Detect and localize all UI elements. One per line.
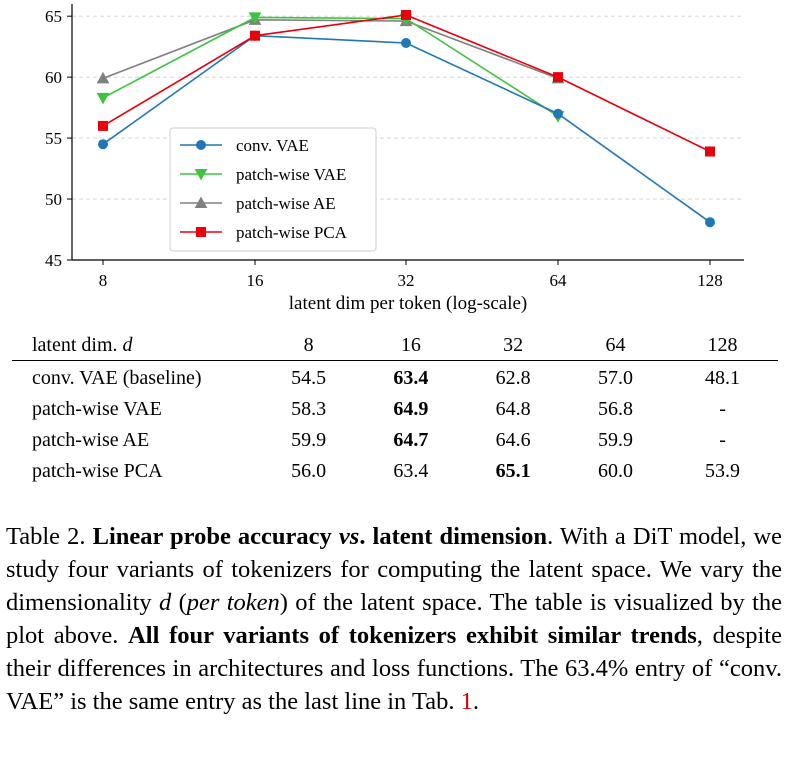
table-row: patch-wise VAE 58.3 64.9 64.8 56.8 - <box>12 394 778 425</box>
y-tick-label: 55 <box>45 129 62 148</box>
table-row: patch-wise PCA 56.0 63.4 65.1 60.0 53.9 <box>12 456 778 487</box>
circle-marker <box>705 217 715 228</box>
x-tick-label: 64 <box>550 271 568 290</box>
table-cell: 60.0 <box>597 460 633 482</box>
square-marker <box>196 227 206 237</box>
triangle-down-marker <box>96 92 110 105</box>
square-marker <box>705 146 715 157</box>
table-cell: 56.0 <box>291 460 327 482</box>
caption-var-d: d <box>158 589 172 616</box>
legend-entry: patch-wise PCA <box>180 223 348 242</box>
y-tick-label: 45 <box>45 251 62 270</box>
table-cell: - <box>719 398 726 420</box>
triangle-up-marker <box>194 196 208 208</box>
row-label: patch-wise VAE <box>32 398 162 420</box>
square-marker <box>250 30 260 41</box>
x-axis-title: latent dim per token (log-scale) <box>289 293 527 314</box>
caption-bold-sentence: All four variants of tokenizers exhibit … <box>128 622 697 649</box>
table-cell: 48.1 <box>705 367 741 389</box>
caption-text: . With a DiT model, we study four varian… <box>6 523 783 616</box>
series-patch-wise-pca <box>98 9 715 157</box>
series-layer <box>96 9 715 228</box>
header-label-text: latent dim. <box>32 333 118 356</box>
header-var: d <box>122 333 133 356</box>
table-cell: 54.5 <box>291 367 327 389</box>
square-marker <box>553 72 563 83</box>
table-cell: 57.0 <box>597 367 633 389</box>
legend-box <box>169 127 377 252</box>
legend-label: patch-wise PCA <box>236 223 348 242</box>
y-ticks: 45 50 55 60 65 <box>45 7 72 270</box>
column-header: 32 <box>462 330 564 361</box>
caption-per-token: per token <box>186 589 280 616</box>
row-label: patch-wise AE <box>32 429 150 451</box>
y-tick-label: 60 <box>45 68 62 87</box>
triangle-down-marker <box>194 169 208 181</box>
legend-entry: patch-wise AE <box>180 194 336 213</box>
caption-title: Linear probe accuracy vs. latent dimensi… <box>92 523 548 550</box>
table-cell: 65.1 <box>495 460 531 482</box>
table-cell: 64.6 <box>495 429 531 451</box>
table-cell: 64.8 <box>495 398 531 420</box>
series-patch-wise-vae <box>96 12 565 123</box>
table-cell: 56.8 <box>597 398 633 420</box>
table-cell: 59.9 <box>597 429 633 451</box>
table-caption: Table 2. Linear probe accuracy vs. laten… <box>6 523 783 715</box>
x-tick-label: 128 <box>697 271 723 290</box>
table-row: conv. VAE (baseline) 54.5 63.4 62.8 57.0 48.1 <box>12 361 778 395</box>
table-cell: 63.4 <box>393 367 429 389</box>
table-cell: 58.3 <box>291 398 327 420</box>
circle-marker <box>401 38 411 49</box>
table-row: patch-wise AE 59.9 64.7 64.6 59.9 - <box>12 425 778 456</box>
table-cell: 64.9 <box>393 398 429 420</box>
circle-marker <box>196 140 206 150</box>
table-cell: - <box>719 429 726 451</box>
table-header-row: latent dim. d 8 16 32 64 128 <box>12 330 778 361</box>
column-header: 8 <box>258 330 360 361</box>
table-cell: 53.9 <box>705 460 741 482</box>
series-line <box>102 16 559 117</box>
legend: conv. VAE patch-wise VAE patch-wise AE patc… <box>169 127 377 252</box>
circle-marker <box>553 108 563 119</box>
line-chart: 45 50 55 60 65 8 16 32 64 128 latent dim per tok… <box>45 4 744 314</box>
series-line <box>102 19 559 80</box>
y-tick-label: 50 <box>45 190 62 209</box>
caption-prefix: Table 2. <box>6 523 86 550</box>
column-header: 64 <box>563 330 668 361</box>
x-tick-label: 16 <box>247 271 264 290</box>
column-header: 16 <box>359 330 463 361</box>
column-header: 128 <box>667 330 778 361</box>
triangle-down-marker <box>248 12 262 24</box>
circle-marker <box>98 139 108 150</box>
legend-label: conv. VAE <box>236 136 309 155</box>
table-reference-link[interactable]: 1 <box>460 688 473 715</box>
x-ticks: 8 16 32 64 128 <box>99 260 723 290</box>
x-tick-label: 8 <box>99 271 108 290</box>
square-marker <box>401 9 411 20</box>
x-tick-label: 32 <box>398 271 415 290</box>
table-cell: 62.8 <box>495 367 531 389</box>
triangle-up-marker <box>96 71 110 84</box>
square-marker <box>98 120 108 131</box>
legend-entry: patch-wise VAE <box>180 165 346 184</box>
row-label: conv. VAE (baseline) <box>32 367 202 389</box>
legend-entry: conv. VAE <box>180 136 309 155</box>
row-label: patch-wise PCA <box>32 460 163 482</box>
legend-label: patch-wise VAE <box>236 165 346 184</box>
table-cell: 59.9 <box>291 429 327 451</box>
table-cell: 64.7 <box>393 429 429 451</box>
legend-label: patch-wise AE <box>236 194 336 213</box>
table-cell: 63.4 <box>393 460 429 482</box>
header-label: latent dim. d <box>12 330 259 361</box>
y-tick-label: 65 <box>45 7 62 26</box>
results-table: latent dim. d 8 16 32 64 128 conv. VAE (… <box>12 330 778 487</box>
